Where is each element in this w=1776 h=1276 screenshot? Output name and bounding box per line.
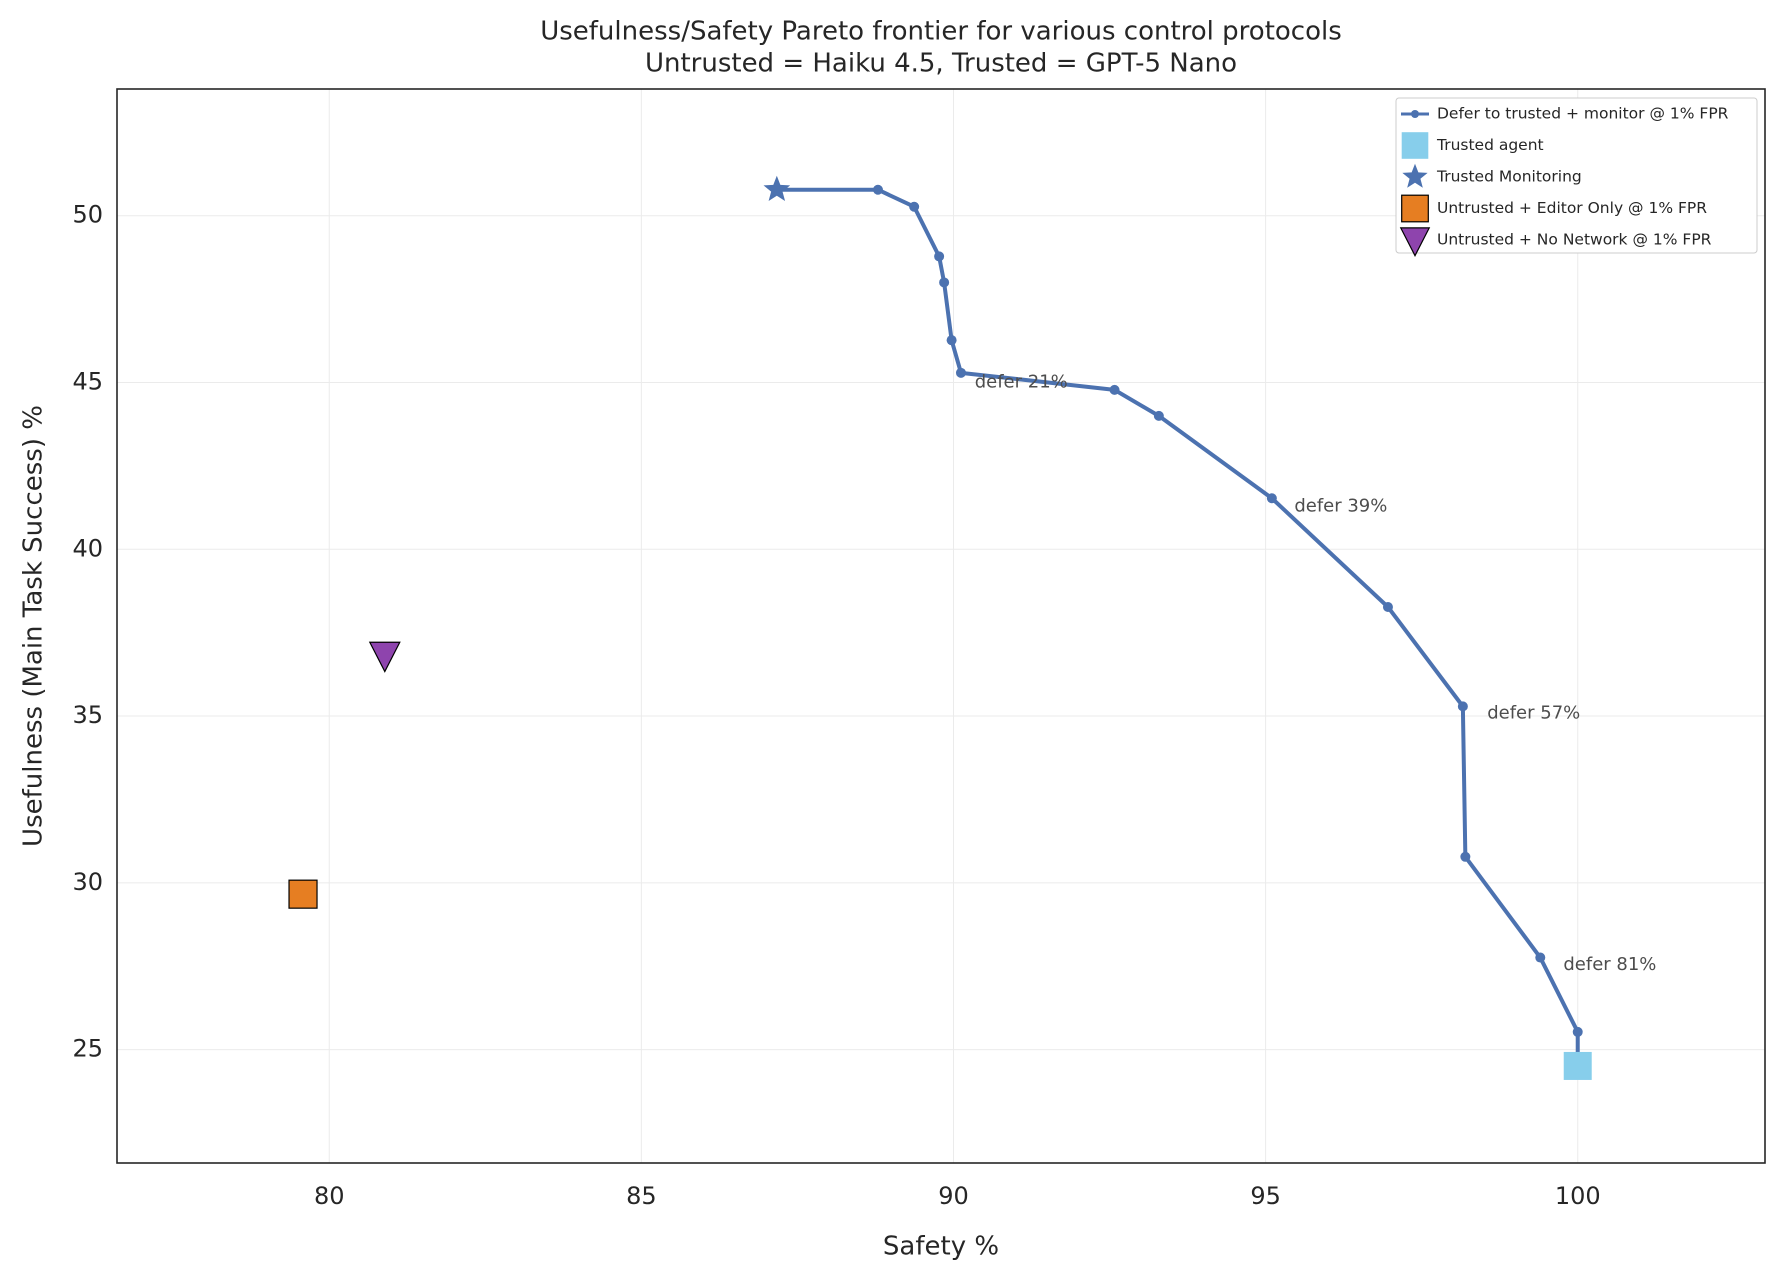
legend-label: Untrusted + Editor Only @ 1% FPR bbox=[1437, 199, 1707, 217]
point bbox=[872, 184, 883, 195]
point bbox=[946, 335, 957, 346]
point bbox=[909, 201, 920, 212]
x-tick-label: 80 bbox=[314, 1182, 345, 1210]
point bbox=[1382, 601, 1393, 612]
legend-label: Trusted agent bbox=[1436, 136, 1544, 154]
legend-marker bbox=[1401, 132, 1429, 159]
point bbox=[1563, 1051, 1592, 1080]
legend: Defer to trusted + monitor @ 1% FPR Trust… bbox=[1395, 97, 1758, 257]
x-tick-label: 95 bbox=[1250, 1182, 1281, 1210]
legend-marker bbox=[1401, 194, 1429, 223]
point bbox=[368, 641, 401, 673]
point bbox=[1109, 384, 1120, 395]
point bbox=[288, 879, 318, 909]
y-tick-label: 30 bbox=[72, 868, 103, 896]
point bbox=[955, 367, 966, 378]
x-tick-label: 100 bbox=[1555, 1182, 1601, 1210]
annotation: defer 81% bbox=[1563, 954, 1656, 975]
point bbox=[1266, 493, 1277, 504]
point bbox=[1460, 851, 1471, 862]
annotation: defer 57% bbox=[1487, 703, 1580, 724]
legend-marker bbox=[1399, 227, 1431, 257]
x-axis-label: Safety % bbox=[883, 1232, 999, 1262]
y-tick-label: 45 bbox=[72, 368, 103, 396]
point bbox=[934, 251, 945, 262]
y-axis-label: Usefulness (Main Task Success) % bbox=[19, 405, 49, 847]
plot-frame bbox=[116, 88, 1766, 1164]
point bbox=[939, 277, 950, 288]
chart-title: Usefulness/Safety Pareto frontier for va… bbox=[540, 17, 1342, 47]
annotation: defer 39% bbox=[1294, 495, 1387, 516]
annotation: defer 21% bbox=[975, 372, 1068, 393]
series-line bbox=[776, 187, 1580, 1066]
legend-label: Untrusted + No Network @ 1% FPR bbox=[1437, 231, 1712, 249]
legend-marker bbox=[1411, 110, 1419, 118]
y-tick-label: 50 bbox=[72, 201, 103, 229]
x-tick-label: 85 bbox=[626, 1182, 657, 1210]
x-tick-label: 90 bbox=[938, 1182, 969, 1210]
legend-label: Defer to trusted + monitor @ 1% FPR bbox=[1437, 105, 1729, 123]
y-tick-label: 25 bbox=[72, 1035, 103, 1063]
point bbox=[1535, 952, 1546, 963]
y-tick-label: 35 bbox=[72, 701, 103, 729]
chart-subtitle: Untrusted = Haiku 4.5, Trusted = GPT-5 N… bbox=[645, 49, 1237, 79]
legend-marker bbox=[1402, 163, 1428, 188]
point bbox=[1153, 410, 1164, 421]
legend-box bbox=[1395, 97, 1758, 254]
legend-label: Trusted Monitoring bbox=[1436, 168, 1582, 186]
point bbox=[763, 175, 791, 202]
point bbox=[1457, 701, 1468, 712]
point bbox=[1572, 1026, 1583, 1037]
y-tick-label: 40 bbox=[72, 534, 103, 562]
